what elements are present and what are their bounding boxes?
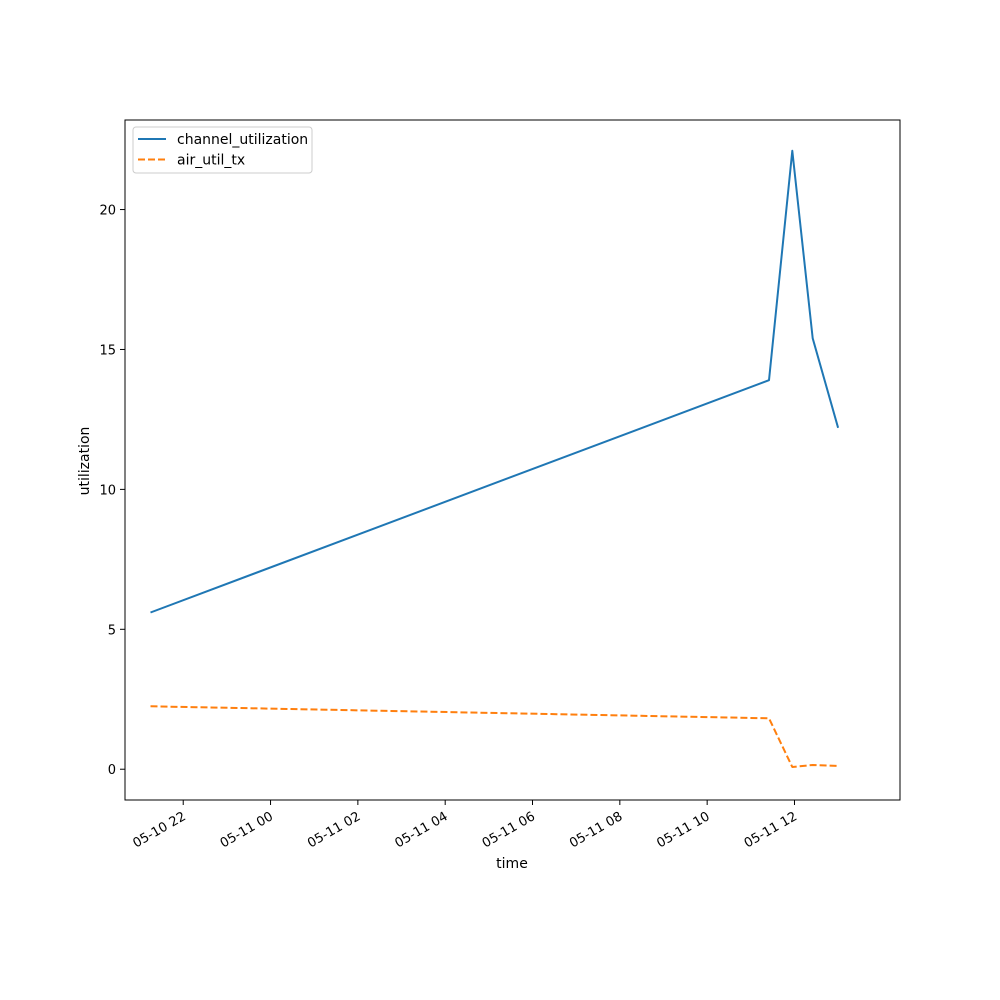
series-line-channel-utilization	[150, 149, 840, 614]
x-axis-label: time	[496, 856, 528, 872]
y-tick-label: 5	[108, 623, 116, 638]
y-tick-label: 0	[108, 763, 116, 778]
series-line-air-util-tx	[150, 705, 839, 768]
plot-frame	[124, 119, 901, 801]
y-axis-ticks: 0 5 10 15 20	[99, 204, 125, 778]
y-tick-label: 20	[99, 204, 116, 219]
y-tick-label: 10	[99, 483, 116, 498]
legend-box	[132, 126, 313, 174]
plot-content	[150, 149, 840, 768]
y-tick-label: 15	[99, 343, 116, 358]
legend-label-air-util-tx: air_util_tx	[177, 153, 245, 169]
legend-label-channel-utilization: channel_utilization	[177, 132, 308, 148]
legend: channel_utilization air_util_tx	[132, 126, 313, 174]
y-axis-label: utilization	[77, 427, 93, 496]
